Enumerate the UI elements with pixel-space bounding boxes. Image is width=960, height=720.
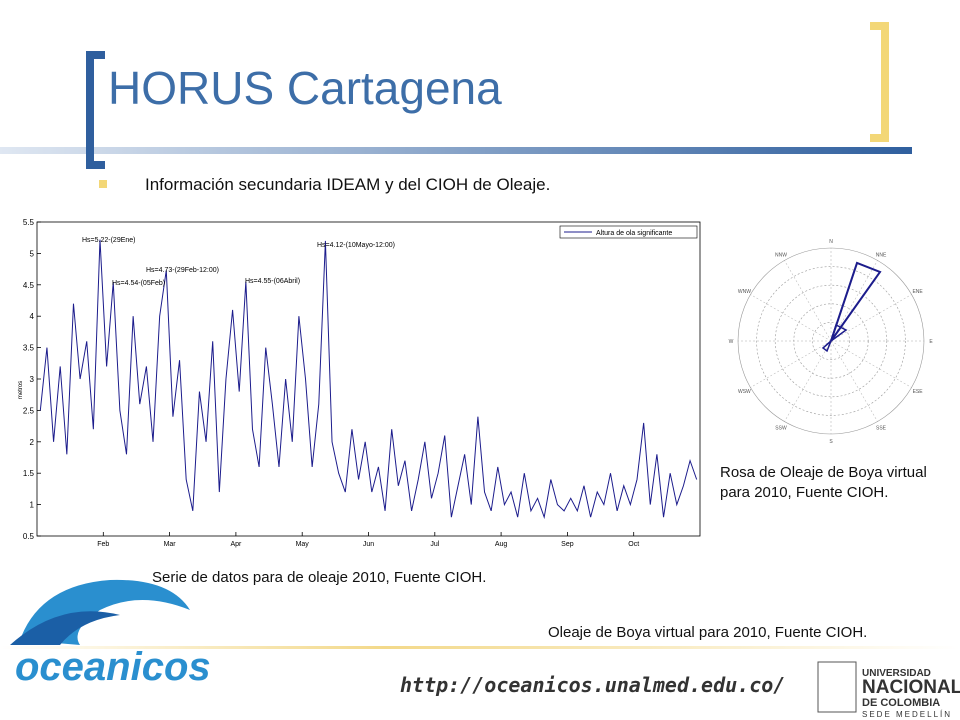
right-bracket bbox=[870, 22, 889, 142]
rose-direction: ENE bbox=[912, 289, 923, 295]
y-tick-label: 1.5 bbox=[23, 469, 35, 478]
rose-direction: ESE bbox=[913, 389, 924, 395]
rose-direction: WSW bbox=[738, 389, 751, 395]
rose-spoke bbox=[784, 340, 832, 422]
x-tick-label: Feb bbox=[97, 541, 109, 548]
series-figure bbox=[0, 196, 718, 548]
rose-direction: WNW bbox=[738, 289, 751, 295]
rose-ring bbox=[756, 266, 906, 416]
rose-spoke bbox=[750, 340, 832, 388]
bullet-text: Información secundaria IDEAM y del CIOH … bbox=[145, 175, 550, 194]
buoy-caption: Oleaje de Boya virtual para 2010, Fuente… bbox=[548, 624, 868, 641]
rose-direction: N bbox=[829, 239, 833, 245]
rose-ring bbox=[774, 284, 888, 398]
timeseries: 0.5 1 1.5 2 2.5 3 3.5 4 4.5 5 5.5 metros Feb Mar Apr Ma… bbox=[18, 218, 698, 548]
rose-spoke bbox=[750, 294, 832, 342]
x-tick-label: Jun bbox=[363, 541, 374, 548]
rose-petal bbox=[821, 340, 832, 353]
rose-spoke bbox=[830, 340, 878, 422]
rose-spoke bbox=[830, 260, 878, 342]
legend-box bbox=[559, 225, 698, 239]
y-tick-label: 2 bbox=[30, 438, 35, 447]
y-tick-label: 0.5 bbox=[23, 532, 35, 541]
x-tick-label: Apr bbox=[230, 541, 242, 548]
rose-ring bbox=[812, 322, 850, 360]
rose-direction: E bbox=[929, 339, 933, 345]
legend-label: Altura de ola significante bbox=[596, 230, 672, 237]
peak-annotation: Hs=4.12-(10Mayo-12:00) bbox=[317, 242, 395, 249]
rose-caption: Rosa de Oleaje de Boya virtual para 2010… bbox=[720, 464, 927, 501]
peak-annotation: Hs=5.22-(29Ene) bbox=[82, 237, 136, 244]
rose-spoke bbox=[830, 340, 912, 388]
footer-url: http://oceanicos.unalmed.edu.co/ bbox=[400, 673, 785, 697]
left-bracket bbox=[86, 51, 105, 169]
y-tick-label: 4.5 bbox=[23, 281, 35, 290]
title-rule bbox=[0, 147, 912, 154]
rose-spoke bbox=[784, 260, 832, 342]
rose-direction: S bbox=[829, 439, 833, 445]
logo-text: oceanicos bbox=[15, 645, 211, 689]
peak-annotation: Hs=4.55-(06Abril) bbox=[245, 278, 300, 285]
university-line: UNIVERSIDAD bbox=[862, 668, 931, 679]
university-line: SEDE MEDELLÍN bbox=[862, 710, 952, 719]
rose-direction: NNE bbox=[876, 252, 887, 258]
title: HORUS Cartagena bbox=[108, 62, 502, 114]
rose-petal bbox=[829, 323, 848, 343]
y-tick-label: 2.5 bbox=[23, 406, 35, 415]
x-tick-label: Mar bbox=[164, 541, 177, 548]
peak-annotation: Hs=4.73-(29Feb-12:00) bbox=[146, 267, 219, 274]
x-tick-label: May bbox=[296, 541, 310, 548]
university-line: NACIONAL bbox=[862, 677, 960, 698]
rose-direction: NNW bbox=[775, 252, 787, 258]
rose-direction: SSE bbox=[876, 426, 887, 432]
university-line: DE COLOMBIA bbox=[862, 697, 940, 709]
footer-rule bbox=[0, 646, 960, 649]
rose-direction: SSW bbox=[775, 426, 787, 432]
x-tick-label: Aug bbox=[495, 541, 508, 548]
y-tick-label: 5 bbox=[30, 249, 35, 258]
wave-height-line bbox=[39, 239, 698, 520]
y-tick-label: 3 bbox=[30, 375, 35, 384]
wave-logo-inner bbox=[10, 611, 120, 645]
bullet-marker bbox=[99, 180, 107, 188]
x-tick-label: Oct bbox=[628, 541, 639, 548]
rose-spoke bbox=[830, 294, 912, 342]
x-tick-label: Sep bbox=[561, 541, 574, 548]
rose-petal bbox=[830, 261, 882, 342]
y-tick-label: 1 bbox=[30, 501, 35, 510]
x-tick-label: Jul bbox=[430, 541, 439, 548]
y-axis-label: metros bbox=[18, 381, 24, 399]
y-tick-label: 5.5 bbox=[23, 218, 35, 227]
y-tick-label: 3.5 bbox=[23, 344, 35, 353]
y-tick-label: 4 bbox=[30, 312, 35, 321]
peak-annotation: Hs=4.54-(05Feb) bbox=[112, 280, 165, 287]
rose-direction: W bbox=[729, 339, 734, 345]
university-shield bbox=[817, 661, 857, 713]
wave-rose: N NNE ENE E ESE SSE S SSW WSW W WNW NNW bbox=[729, 239, 934, 445]
series-caption: Serie de datos para de oleaje 2010, Fuen… bbox=[152, 569, 487, 586]
